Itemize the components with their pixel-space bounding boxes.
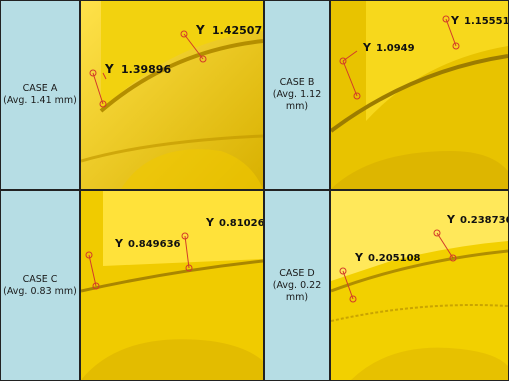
case-d-m1-label: Y <box>354 251 364 264</box>
case-d-title: CASE D <box>279 267 315 279</box>
case-d-label: CASE D (Avg. 0.22 mm) <box>264 190 330 381</box>
case-a-m1-value: 1.39896 <box>121 63 171 76</box>
case-d-image: Y 0.205108 Y 0.238736 <box>330 190 509 381</box>
case-c-avg: (Avg. 0.83 mm) <box>3 285 77 297</box>
case-c-m2-label: Y <box>205 216 215 229</box>
case-b-image: Y 1.0949 Y 1.15551 <box>330 0 509 190</box>
case-b-m2-label: Y <box>450 14 460 27</box>
case-b-title: CASE B <box>279 77 315 88</box>
case-d-m1-value: 0.205108 <box>368 253 421 264</box>
case-a-m1-label: Y <box>104 62 114 76</box>
case-c-image: Y 0.849636 Y 0.810261 <box>80 190 264 381</box>
case-a-label: CASE A (Avg. 1.41 mm) <box>0 0 80 190</box>
case-c-m1-value: 0.849636 <box>128 239 181 250</box>
case-b-avg: (Avg. 1.12 mm) <box>272 89 322 112</box>
case-b-label: CASE B (Avg. 1.12 mm) <box>264 0 330 190</box>
case-c-m1-label: Y <box>114 237 124 250</box>
case-c-label: CASE C (Avg. 0.83 mm) <box>0 190 80 381</box>
case-b-m2-value: 1.15551 <box>464 16 508 27</box>
case-a-m2-value: 1.42507 <box>212 24 262 37</box>
case-d-m2-value: 0.238736 <box>460 215 508 226</box>
case-a-title: CASE A <box>22 83 58 94</box>
case-a-avg: (Avg. 1.41 mm) <box>3 95 77 106</box>
case-a-m2-label: Y <box>195 23 205 37</box>
case-c-m2-value: 0.810261 <box>219 218 263 229</box>
case-a-image: Y 1.39896 Y 1.42507 <box>80 0 264 190</box>
case-b-m1-label: Y <box>362 41 372 54</box>
case-c-title: CASE C <box>22 273 58 285</box>
case-d-avg: (Avg. 0.22 mm) <box>272 279 322 303</box>
case-d-m2-label: Y <box>446 213 456 226</box>
case-b-m1-value: 1.0949 <box>376 43 415 54</box>
